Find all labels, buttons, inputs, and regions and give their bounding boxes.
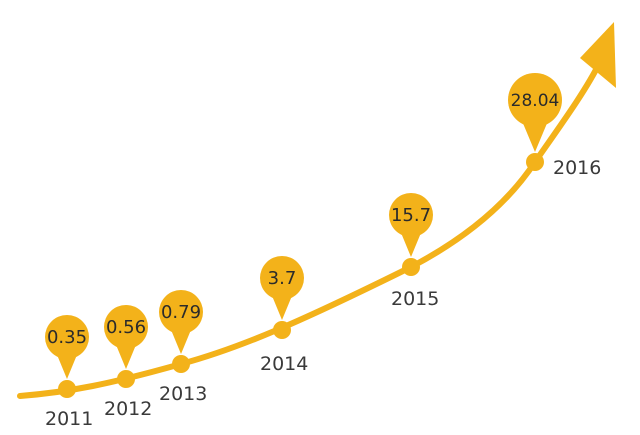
value-bubble xyxy=(508,73,562,127)
value-bubble xyxy=(260,256,304,300)
year-label: 2013 xyxy=(159,383,207,405)
value-label: 28.04 xyxy=(511,91,560,111)
year-label: 2014 xyxy=(260,353,308,375)
data-point-2013: 0.79 2013 xyxy=(159,290,207,405)
year-label: 2015 xyxy=(391,288,439,310)
value-label: 0.56 xyxy=(106,317,146,338)
value-bubble xyxy=(45,315,89,359)
value-label: 15.7 xyxy=(391,205,431,226)
curve-marker xyxy=(58,380,76,398)
value-pin xyxy=(272,296,292,320)
data-point-2011: 0.35 2011 xyxy=(45,315,93,430)
curve-marker xyxy=(526,153,544,171)
value-bubble xyxy=(104,305,148,349)
data-point-2014: 3.7 2014 xyxy=(260,256,308,375)
value-pin xyxy=(171,330,191,354)
value-label: 0.79 xyxy=(161,302,201,323)
data-point-2012: 0.56 2012 xyxy=(104,305,152,420)
data-points: 0.35 2011 0.56 2012 0.79 2013 3.7 2014 15.7 2015 2… xyxy=(45,73,601,430)
curve-marker xyxy=(172,355,190,373)
value-pin xyxy=(116,345,136,369)
value-bubble xyxy=(159,290,203,334)
curve-marker xyxy=(402,258,420,276)
value-label: 3.7 xyxy=(268,268,297,289)
year-label: 2011 xyxy=(45,408,93,430)
curve-marker xyxy=(117,370,135,388)
data-point-2015: 15.7 2015 xyxy=(389,193,439,310)
value-pin xyxy=(57,355,77,379)
curve-marker xyxy=(273,321,291,339)
arrow-head-icon xyxy=(580,22,616,88)
year-label: 2016 xyxy=(553,157,601,179)
value-label: 0.35 xyxy=(47,327,87,348)
value-pin xyxy=(522,123,548,152)
year-label: 2012 xyxy=(104,398,152,420)
data-point-2016: 28.04 2016 xyxy=(508,73,601,179)
value-pin xyxy=(401,233,421,257)
value-bubble xyxy=(389,193,433,237)
